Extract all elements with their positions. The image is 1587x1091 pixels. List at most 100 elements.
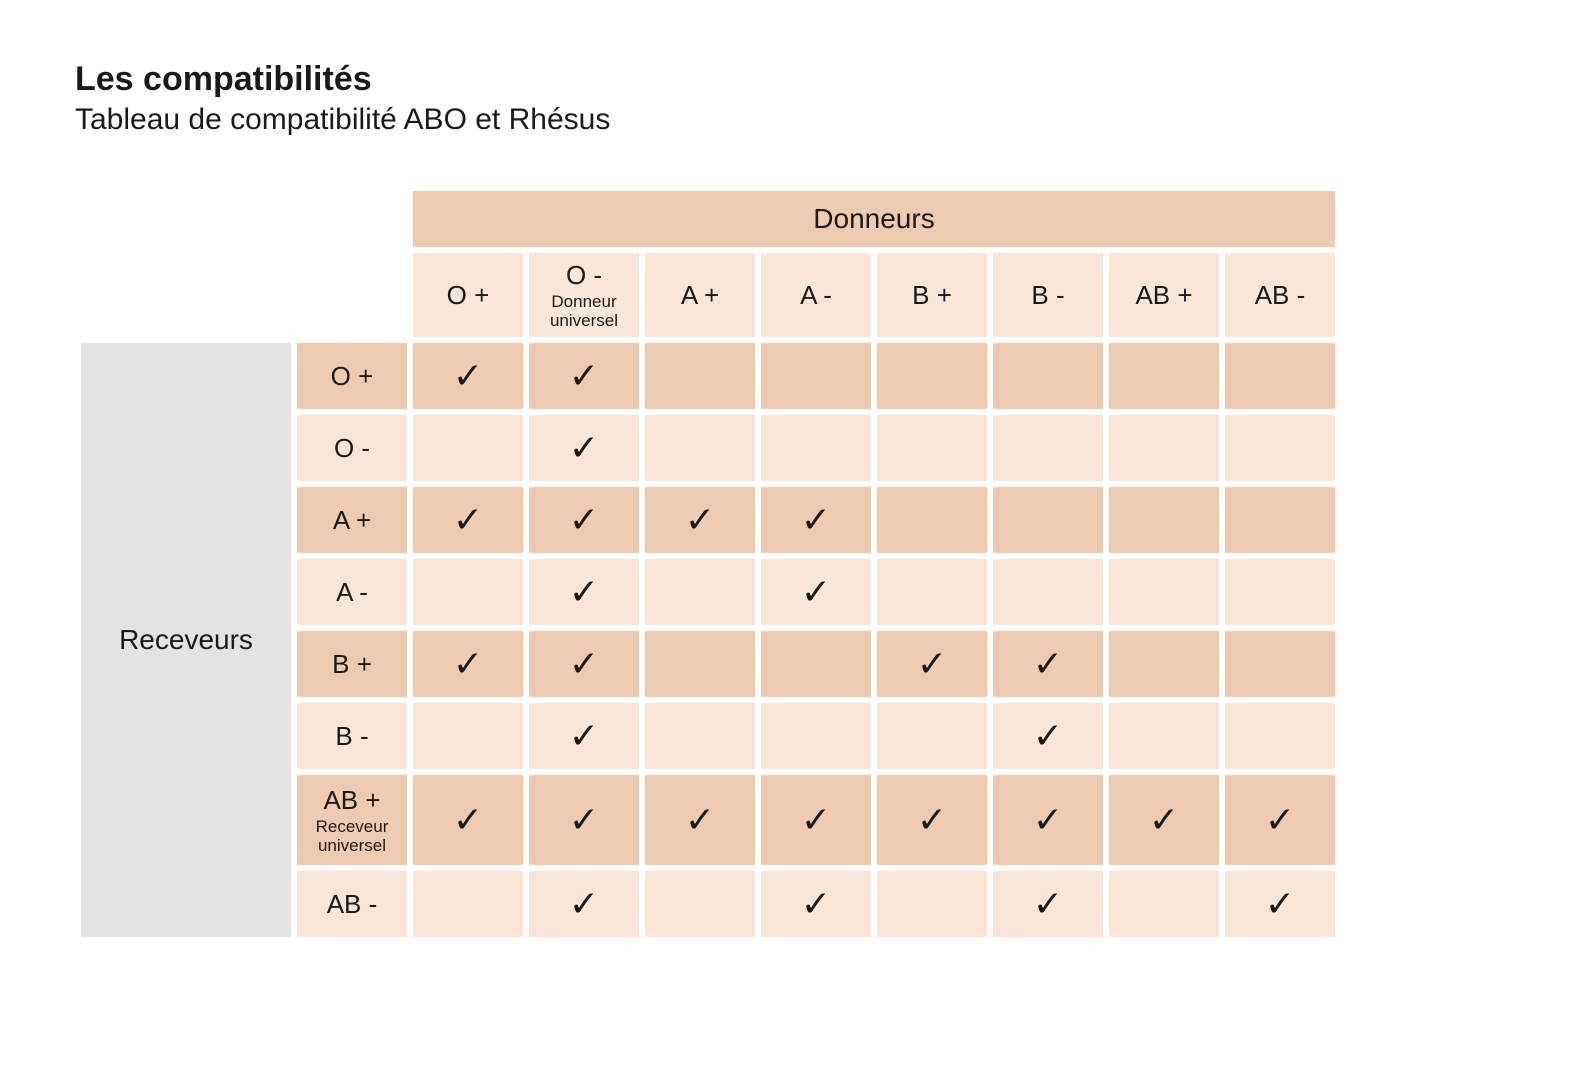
donor-col-head: A -	[761, 253, 871, 337]
compat-cell: ✓	[1109, 775, 1219, 865]
check-icon: ✓	[1265, 883, 1295, 924]
check-icon: ✓	[801, 883, 831, 924]
compat-cell	[761, 343, 871, 409]
donors-header: Donneurs	[413, 191, 1335, 247]
check-icon: ✓	[569, 883, 599, 924]
receiver-row-head: B -	[297, 703, 407, 769]
check-icon: ✓	[453, 499, 483, 540]
compat-cell	[993, 415, 1103, 481]
check-icon: ✓	[1033, 715, 1063, 756]
donor-col-label: AB +	[1135, 280, 1192, 310]
compat-cell	[1225, 703, 1335, 769]
compat-cell: ✓	[1225, 775, 1335, 865]
compat-cell	[877, 703, 987, 769]
compat-cell: ✓	[413, 631, 523, 697]
check-icon: ✓	[569, 427, 599, 468]
compat-cell	[413, 703, 523, 769]
check-icon: ✓	[801, 571, 831, 612]
compat-cell: ✓	[761, 871, 871, 937]
receiver-row-label: O -	[334, 433, 370, 463]
compat-cell: ✓	[529, 871, 639, 937]
check-icon: ✓	[569, 499, 599, 540]
check-icon: ✓	[917, 799, 947, 840]
compat-cell	[761, 415, 871, 481]
receiver-row-head: A +	[297, 487, 407, 553]
compat-cell: ✓	[645, 487, 755, 553]
compat-cell	[877, 487, 987, 553]
compat-cell	[413, 559, 523, 625]
donors-header-row: Donneurs	[81, 191, 1335, 247]
compat-cell: ✓	[993, 775, 1103, 865]
compat-cell: ✓	[413, 487, 523, 553]
compat-cell	[1109, 487, 1219, 553]
donor-col-sublabel: Donneur universel	[529, 293, 639, 330]
receiver-row-head: AB +Receveur universel	[297, 775, 407, 865]
compat-cell: ✓	[877, 631, 987, 697]
donor-col-label: O -	[566, 260, 602, 290]
compat-cell	[645, 415, 755, 481]
compat-cell: ✓	[413, 343, 523, 409]
check-icon: ✓	[569, 571, 599, 612]
compat-cell: ✓	[761, 559, 871, 625]
check-icon: ✓	[1265, 799, 1295, 840]
compat-cell: ✓	[529, 775, 639, 865]
check-icon: ✓	[569, 355, 599, 396]
compat-cell	[645, 703, 755, 769]
receiver-row-head: A -	[297, 559, 407, 625]
compat-cell: ✓	[761, 775, 871, 865]
compat-cell	[1109, 703, 1219, 769]
blank-cell	[297, 253, 407, 337]
compat-cell	[877, 343, 987, 409]
compatibility-table: Donneurs O +O -Donneur universelA +A -B …	[75, 185, 1341, 943]
compat-cell	[1225, 415, 1335, 481]
compat-cell: ✓	[529, 415, 639, 481]
compat-cell	[645, 343, 755, 409]
donors-label: Donneurs	[813, 203, 934, 234]
compat-cell	[761, 631, 871, 697]
donor-col-head: A +	[645, 253, 755, 337]
compat-cell	[1225, 343, 1335, 409]
donor-col-head: AB -	[1225, 253, 1335, 337]
compat-cell	[877, 871, 987, 937]
donor-col-head: B +	[877, 253, 987, 337]
compat-cell	[1225, 559, 1335, 625]
compat-cell	[645, 631, 755, 697]
blank-cell	[81, 253, 291, 337]
check-icon: ✓	[801, 799, 831, 840]
compat-cell: ✓	[993, 871, 1103, 937]
compat-cell	[1225, 487, 1335, 553]
receiver-row-label: B -	[335, 721, 368, 751]
check-icon: ✓	[1149, 799, 1179, 840]
donor-col-label: B +	[912, 280, 952, 310]
check-icon: ✓	[453, 799, 483, 840]
check-icon: ✓	[801, 499, 831, 540]
blank-cell	[297, 191, 407, 247]
compat-cell	[993, 343, 1103, 409]
check-icon: ✓	[1033, 643, 1063, 684]
donor-col-head: B -	[993, 253, 1103, 337]
compat-cell	[413, 415, 523, 481]
compat-cell	[1109, 415, 1219, 481]
donor-col-label: AB -	[1255, 280, 1306, 310]
compat-cell	[645, 559, 755, 625]
compat-cell	[993, 487, 1103, 553]
compat-cell	[1109, 343, 1219, 409]
compat-cell: ✓	[529, 703, 639, 769]
table-row: ReceveursO +✓✓	[81, 343, 1335, 409]
compat-cell: ✓	[1225, 871, 1335, 937]
donor-col-head: O +	[413, 253, 523, 337]
receiver-row-head: O +	[297, 343, 407, 409]
receiver-row-label: AB +	[323, 785, 380, 815]
receiver-row-sublabel: Receveur universel	[297, 818, 407, 855]
compat-cell: ✓	[413, 775, 523, 865]
check-icon: ✓	[453, 355, 483, 396]
check-icon: ✓	[685, 499, 715, 540]
donor-col-head: AB +	[1109, 253, 1219, 337]
receiver-row-head: AB -	[297, 871, 407, 937]
receiver-row-label: B +	[332, 649, 372, 679]
compat-cell	[1225, 631, 1335, 697]
compat-cell	[1109, 631, 1219, 697]
donor-col-head: O -Donneur universel	[529, 253, 639, 337]
check-icon: ✓	[1033, 883, 1063, 924]
compat-cell: ✓	[877, 775, 987, 865]
